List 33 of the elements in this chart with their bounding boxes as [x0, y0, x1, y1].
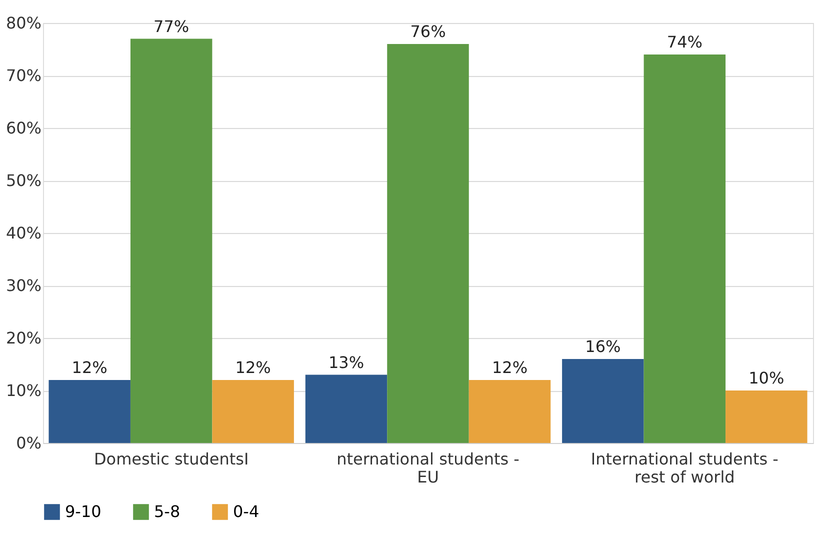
y-tick-label: 40% — [6, 224, 42, 242]
text: 12% — [72, 358, 108, 377]
legend-label: 0-4 — [233, 502, 260, 521]
text: 13% — [328, 352, 364, 372]
text: 12% — [235, 358, 271, 377]
y-tick-label: 70% — [6, 66, 42, 85]
text: 10% — [748, 368, 784, 388]
bar — [212, 380, 294, 443]
y-tick-label: 60% — [6, 118, 42, 138]
y-tick-label: 50% — [6, 171, 42, 190]
legend-label: 5-8 — [154, 502, 180, 521]
x-tick-label: nternational students - EU — [336, 450, 520, 486]
x-tick-label: Domestic studentsI — [94, 450, 249, 468]
bar — [726, 390, 808, 443]
bar — [130, 38, 212, 443]
bar — [305, 374, 388, 443]
text: 16% — [585, 337, 621, 356]
y-tick-label: 30% — [6, 276, 42, 295]
bar — [644, 54, 726, 443]
text: 77% — [154, 16, 190, 36]
bar — [48, 380, 130, 443]
y-tick-label: 10% — [6, 381, 42, 400]
text: 12% — [492, 358, 528, 377]
y-tick-label: 0% — [16, 434, 42, 452]
text: 74% — [666, 32, 702, 52]
text: 76% — [410, 22, 446, 41]
bar — [468, 380, 551, 443]
bar — [562, 359, 644, 443]
y-tick-label: 20% — [6, 328, 42, 348]
bar — [387, 44, 469, 443]
y-tick-label: 80% — [6, 14, 42, 32]
x-tick-label: International students - rest of world — [590, 450, 778, 486]
legend-label: 9-10 — [65, 502, 102, 521]
